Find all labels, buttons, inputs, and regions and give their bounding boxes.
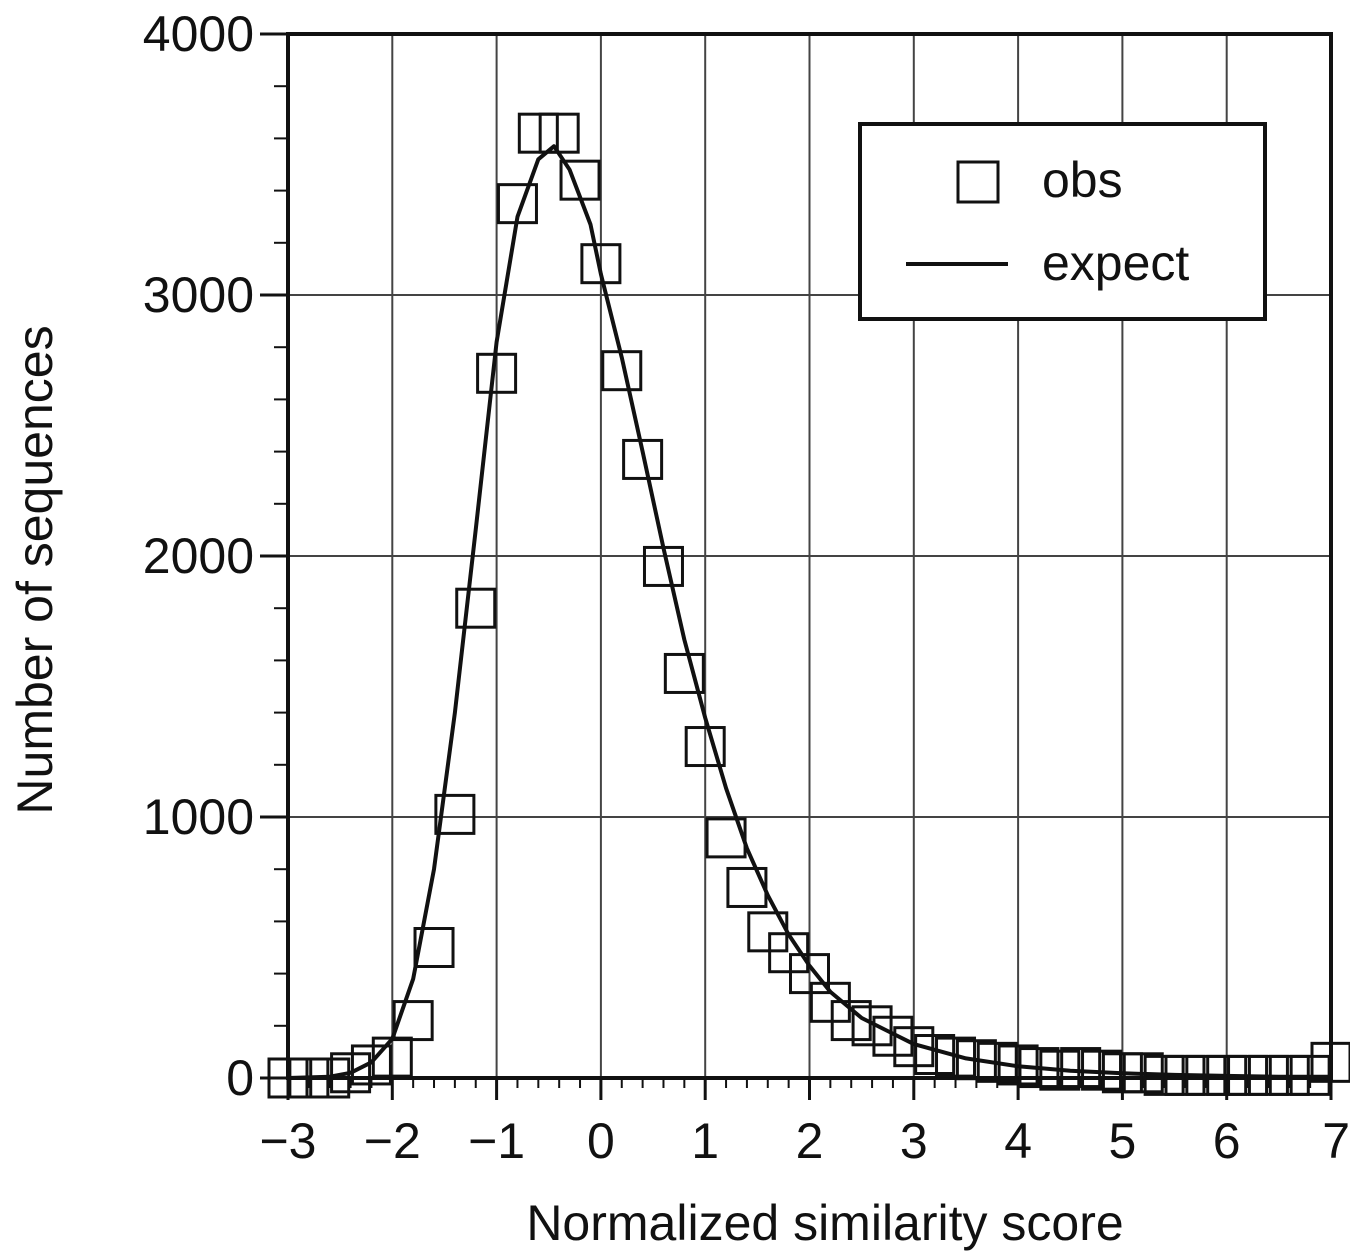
y-tick-label: 1000 [143,789,254,845]
obs-point [872,1015,914,1057]
obs-point [684,726,726,768]
x-tick-label: 6 [1213,1113,1241,1169]
obs-point [747,911,789,953]
obs-point [1143,1054,1185,1096]
x-tick-label: 7 [1322,1113,1350,1169]
x-tick-label: 5 [1108,1113,1136,1169]
obs-point [1227,1054,1269,1096]
obs-point [1122,1052,1164,1094]
x-tick-label: 1 [691,1113,719,1169]
obs-point [538,112,580,154]
x-tick-label: 0 [587,1113,615,1169]
obs-markers [267,112,1350,1099]
obs-point [976,1041,1018,1083]
obs-point [726,866,768,908]
x-tick-label: 4 [1004,1113,1032,1169]
obs-point [851,1005,893,1047]
obs-point [622,438,664,480]
obs-point [1247,1054,1289,1096]
obs-point [517,112,559,154]
legend-box [858,122,1267,321]
obs-point [330,1052,372,1094]
obs-point [705,817,747,859]
obs-point [1060,1047,1102,1089]
obs-point [1289,1054,1331,1096]
obs-point [768,932,810,974]
obs-point [1310,1041,1350,1083]
obs-point [935,1036,977,1078]
y-tick-label: 2000 [143,528,254,584]
obs-point [789,953,830,995]
obs-point [559,159,601,201]
obs-point [309,1057,351,1099]
x-axis-label: Normalized similarity score [526,1195,1123,1251]
legend-obs-marker [956,160,1000,204]
x-tick-label: 3 [900,1113,928,1169]
y-axis: 0 1000 2000 3000 4000 [143,6,288,1106]
y-axis-label: Number of sequences [7,325,63,814]
legend-obs-label: obs [1042,152,1123,208]
obs-point [955,1039,997,1081]
obs-point [601,350,643,392]
obs-point [893,1026,935,1068]
obs-point [1206,1054,1248,1096]
obs-point [455,587,497,629]
obs-point [350,1044,392,1086]
obs-point [1039,1049,1081,1091]
obs-point [476,352,518,394]
x-axis: −3 −2 −1 0 1 2 3 4 5 6 7 [259,1078,1350,1169]
y-tick-label: 3000 [143,267,254,323]
obs-point [997,1044,1039,1086]
obs-point [663,652,705,694]
legend-expect-label: expect [1042,235,1189,291]
x-tick-label: 2 [796,1113,824,1169]
obs-point [1018,1047,1060,1089]
obs-point [580,243,622,285]
obs-point [642,545,684,587]
obs-point [371,1036,413,1078]
obs-point [1268,1054,1310,1096]
obs-point [1185,1054,1227,1096]
obs-point [267,1057,309,1099]
obs-point [914,1034,956,1076]
obs-point [434,793,476,835]
obs-point [496,183,538,225]
obs-point [830,1000,872,1042]
x-tick-label: −2 [364,1113,421,1169]
obs-point [288,1057,330,1099]
obs-point [392,1000,434,1042]
x-tick-label: −3 [259,1113,316,1169]
legend: obs expect [858,122,1267,321]
y-tick-label: 0 [226,1050,254,1106]
obs-point [1164,1054,1206,1096]
x-tick-label: −1 [468,1113,525,1169]
obs-point [1081,1049,1123,1091]
obs-point [1101,1052,1143,1094]
y-tick-label: 4000 [143,6,254,62]
obs-point [413,927,455,968]
